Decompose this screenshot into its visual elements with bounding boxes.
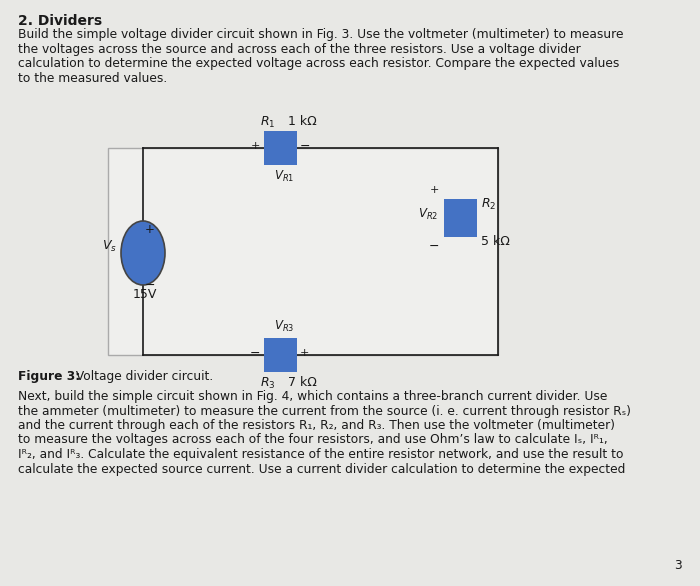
Text: to the measured values.: to the measured values. xyxy=(18,71,167,84)
Text: $V_{R1}$: $V_{R1}$ xyxy=(274,169,294,184)
Text: 3: 3 xyxy=(674,559,682,572)
Text: 7 kΩ: 7 kΩ xyxy=(288,376,317,389)
Text: the voltages across the source and across each of the three resistors. Use a vol: the voltages across the source and acros… xyxy=(18,43,581,56)
Text: −: − xyxy=(145,279,155,292)
Text: $R_1$: $R_1$ xyxy=(260,115,276,130)
Text: 15V: 15V xyxy=(133,288,158,301)
Bar xyxy=(108,148,498,355)
Text: to measure the voltages across each of the four resistors, and use Ohm’s law to : to measure the voltages across each of t… xyxy=(18,434,608,447)
Text: Build the simple voltage divider circuit shown in Fig. 3. Use the voltmeter (mul: Build the simple voltage divider circuit… xyxy=(18,28,624,41)
Text: Voltage divider circuit.: Voltage divider circuit. xyxy=(72,370,214,383)
Text: $R_3$: $R_3$ xyxy=(260,376,276,391)
Text: Figure 3:: Figure 3: xyxy=(18,370,80,383)
Text: $R_2$: $R_2$ xyxy=(481,197,496,212)
Text: −: − xyxy=(428,240,439,253)
Ellipse shape xyxy=(121,221,165,285)
Text: the ammeter (multimeter) to measure the current from the source (i. e. current t: the ammeter (multimeter) to measure the … xyxy=(18,404,631,417)
Text: Iᴿ₂, and Iᴿ₃. Calculate the equivalent resistance of the entire resistor network: Iᴿ₂, and Iᴿ₃. Calculate the equivalent r… xyxy=(18,448,624,461)
Text: $V_{R2}$: $V_{R2}$ xyxy=(418,206,438,222)
Text: +: + xyxy=(251,141,260,151)
Text: $V_{R3}$: $V_{R3}$ xyxy=(274,319,294,334)
Text: and the current through each of the resistors R₁, R₂, and R₃. Then use the voltm: and the current through each of the resi… xyxy=(18,419,615,432)
Text: $V_s$: $V_s$ xyxy=(102,239,117,254)
Bar xyxy=(264,338,297,372)
Text: +: + xyxy=(145,223,155,236)
Text: +: + xyxy=(430,185,439,195)
Text: −: − xyxy=(300,139,311,152)
Text: Next, build the simple circuit shown in Fig. 4, which contains a three-branch cu: Next, build the simple circuit shown in … xyxy=(18,390,608,403)
Bar xyxy=(444,199,477,237)
Text: +: + xyxy=(300,348,309,358)
Text: calculate the expected source current. Use a current divider calculation to dete: calculate the expected source current. U… xyxy=(18,462,625,475)
Text: 5 kΩ: 5 kΩ xyxy=(481,235,510,248)
Text: −: − xyxy=(249,346,260,359)
Text: 2. Dividers: 2. Dividers xyxy=(18,14,102,28)
Bar xyxy=(264,131,297,165)
Text: 1 kΩ: 1 kΩ xyxy=(288,115,316,128)
Text: calculation to determine the expected voltage across each resistor. Compare the : calculation to determine the expected vo… xyxy=(18,57,620,70)
